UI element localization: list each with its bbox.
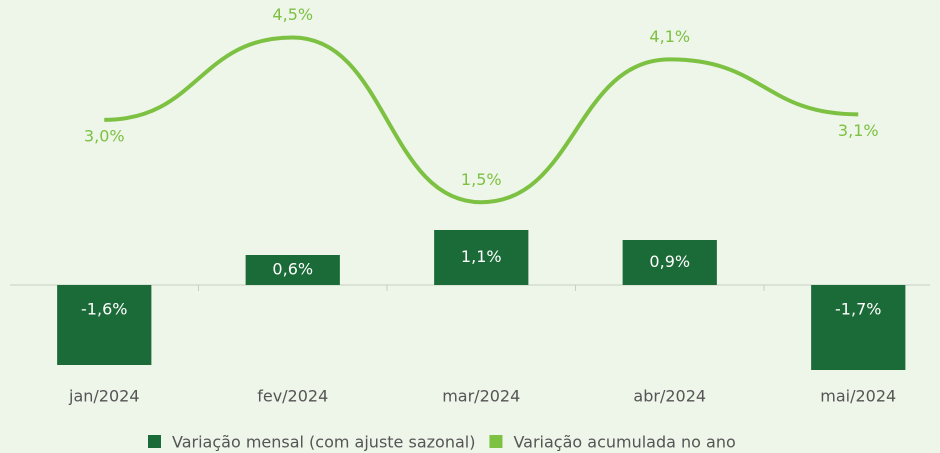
legend-swatch xyxy=(489,435,503,448)
line-label: 3,1% xyxy=(838,121,879,140)
bar-label: -1,7% xyxy=(835,300,881,319)
line-label: 4,1% xyxy=(649,27,690,46)
bar xyxy=(245,255,340,285)
bar-label: 1,1% xyxy=(461,247,502,266)
line-label: 1,5% xyxy=(461,170,502,189)
x-tick-label: mai/2024 xyxy=(820,387,896,406)
bar xyxy=(434,230,529,285)
line-label: 3,0% xyxy=(84,126,125,145)
bar xyxy=(811,285,906,370)
bar xyxy=(622,240,717,285)
x-tick-label: mar/2024 xyxy=(442,387,520,406)
legend-label: Variação acumulada no ano xyxy=(513,433,735,452)
line-label: 4,5% xyxy=(272,5,313,24)
x-tick-label: abr/2024 xyxy=(633,387,706,406)
legend-swatch xyxy=(148,435,161,448)
x-tick-label: jan/2024 xyxy=(68,387,140,406)
legend-label: Variação mensal (com ajuste sazonal) xyxy=(172,433,475,452)
bar xyxy=(57,285,152,365)
line xyxy=(104,35,859,205)
bar-label: -1,6% xyxy=(81,300,127,319)
x-tick-label: fev/2024 xyxy=(257,387,328,406)
bar-label: 0,6% xyxy=(272,260,313,279)
bar-label: 0,9% xyxy=(649,252,690,271)
